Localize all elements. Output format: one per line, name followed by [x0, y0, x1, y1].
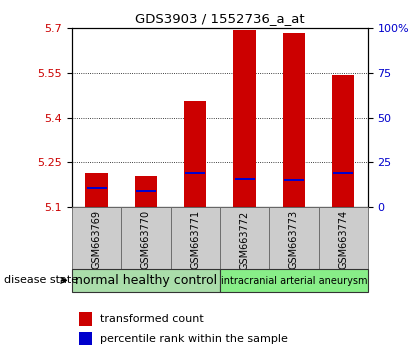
Text: normal healthy control: normal healthy control — [75, 274, 217, 287]
Bar — [87, 187, 106, 189]
Bar — [283, 33, 305, 207]
Text: GSM663769: GSM663769 — [92, 210, 102, 269]
Text: GSM663771: GSM663771 — [190, 210, 200, 269]
Bar — [220, 269, 368, 292]
Bar — [235, 178, 254, 180]
Text: disease state: disease state — [4, 275, 78, 285]
Text: percentile rank within the sample: percentile rank within the sample — [100, 333, 288, 344]
Bar — [185, 172, 205, 174]
Bar — [171, 207, 220, 271]
Bar — [284, 179, 304, 181]
Bar — [79, 332, 92, 346]
Text: GSM663770: GSM663770 — [141, 210, 151, 269]
Bar — [136, 190, 156, 192]
Bar — [220, 207, 269, 271]
Bar — [233, 30, 256, 207]
Bar — [333, 172, 353, 174]
Bar — [319, 207, 368, 271]
Bar — [72, 207, 121, 271]
Bar — [184, 101, 206, 207]
Text: intracranial arterial aneurysm: intracranial arterial aneurysm — [221, 275, 367, 286]
Bar — [269, 207, 319, 271]
Text: GSM663774: GSM663774 — [338, 210, 348, 269]
Text: GSM663772: GSM663772 — [240, 210, 249, 269]
Bar — [121, 207, 171, 271]
Text: transformed count: transformed count — [100, 314, 204, 324]
Text: GSM663773: GSM663773 — [289, 210, 299, 269]
Bar — [79, 312, 92, 326]
Bar — [135, 176, 157, 207]
Bar — [332, 74, 354, 207]
Bar — [72, 269, 220, 292]
Text: GDS3903 / 1552736_a_at: GDS3903 / 1552736_a_at — [135, 12, 305, 25]
Bar — [85, 173, 108, 207]
